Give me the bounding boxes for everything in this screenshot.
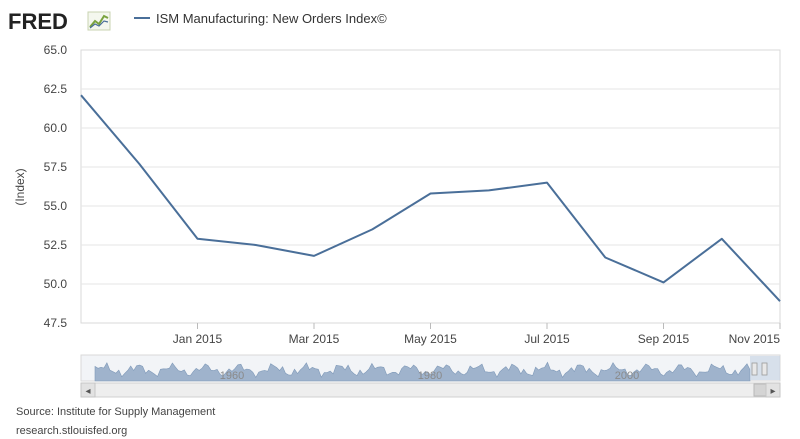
scroll-left-arrow-icon: ◂ — [85, 386, 90, 397]
data-point[interactable] — [486, 187, 492, 193]
x-tick-label: Sep 2015 — [638, 332, 690, 346]
y-axis-ticks: 47.5 50.0 52.5 55.0 57.5 60.0 62.5 65.0 — [44, 43, 68, 330]
x-tick-label: Jan 2015 — [173, 332, 223, 346]
data-point[interactable] — [253, 242, 259, 248]
y-tick-label: 50.0 — [44, 277, 68, 291]
scroll-left-button[interactable] — [80, 382, 96, 398]
x-axis-ticks: Jan 2015 Mar 2015 May 2015 Jul 2015 Sep 2015… — [173, 323, 781, 346]
y-tick-label: 62.5 — [44, 82, 68, 96]
y-tick-label: 55.0 — [44, 199, 68, 213]
fred-logo-text: FRED — [8, 9, 68, 34]
series-group[interactable] — [78, 92, 783, 304]
scrollbar[interactable]: ◂ ▸ — [80, 382, 781, 398]
y-tick-label: 47.5 — [44, 316, 68, 330]
data-point[interactable] — [777, 298, 783, 304]
data-point[interactable] — [719, 236, 725, 242]
scrollbar-track[interactable] — [80, 382, 781, 398]
y-tick-label: 60.0 — [44, 121, 68, 135]
navigator[interactable]: 1960 1980 2000 — [80, 354, 781, 382]
legend[interactable]: ISM Manufacturing: New Orders Index© — [134, 11, 387, 26]
navigator-handle-left[interactable] — [751, 362, 758, 376]
data-point[interactable] — [602, 254, 608, 260]
navigator-handle-right[interactable] — [761, 362, 768, 376]
series-line[interactable] — [80, 94, 781, 302]
y-tick-label: 52.5 — [44, 238, 68, 252]
fred-logo[interactable]: FRED — [8, 9, 111, 34]
gridlines — [81, 88, 780, 285]
trend-line-icon — [87, 11, 111, 31]
navigator-label-1960: 1960 — [220, 370, 244, 382]
x-tick-label: May 2015 — [404, 332, 457, 346]
x-tick-label: Nov 2015 — [729, 332, 781, 346]
source-text: Source: Institute for Supply Management — [16, 406, 215, 418]
scroll-right-button[interactable] — [765, 382, 781, 398]
data-point[interactable] — [369, 226, 375, 232]
data-point[interactable] — [195, 236, 201, 242]
x-tick-label: Jul 2015 — [524, 332, 570, 346]
y-tick-label: 57.5 — [44, 160, 68, 174]
scrollbar-thumb[interactable] — [753, 383, 767, 397]
y-axis-label: (Index) — [13, 168, 27, 205]
data-point[interactable] — [136, 161, 142, 167]
y-tick-label: 65.0 — [44, 43, 68, 57]
navigator-area — [94, 361, 751, 382]
data-point[interactable] — [661, 279, 667, 285]
data-point[interactable] — [544, 180, 550, 186]
navigator-label-2000: 2000 — [615, 370, 639, 382]
scroll-right-arrow-icon: ▸ — [770, 386, 775, 397]
legend-label: ISM Manufacturing: New Orders Index© — [156, 11, 387, 26]
data-point[interactable] — [78, 92, 84, 98]
navigator-label-1980: 1980 — [418, 370, 442, 382]
data-point[interactable] — [311, 253, 317, 259]
data-point[interactable] — [428, 191, 434, 197]
plot-area — [80, 49, 781, 324]
source-url-link[interactable]: research.stlouisfed.org — [16, 425, 127, 437]
x-tick-label: Mar 2015 — [289, 332, 340, 346]
